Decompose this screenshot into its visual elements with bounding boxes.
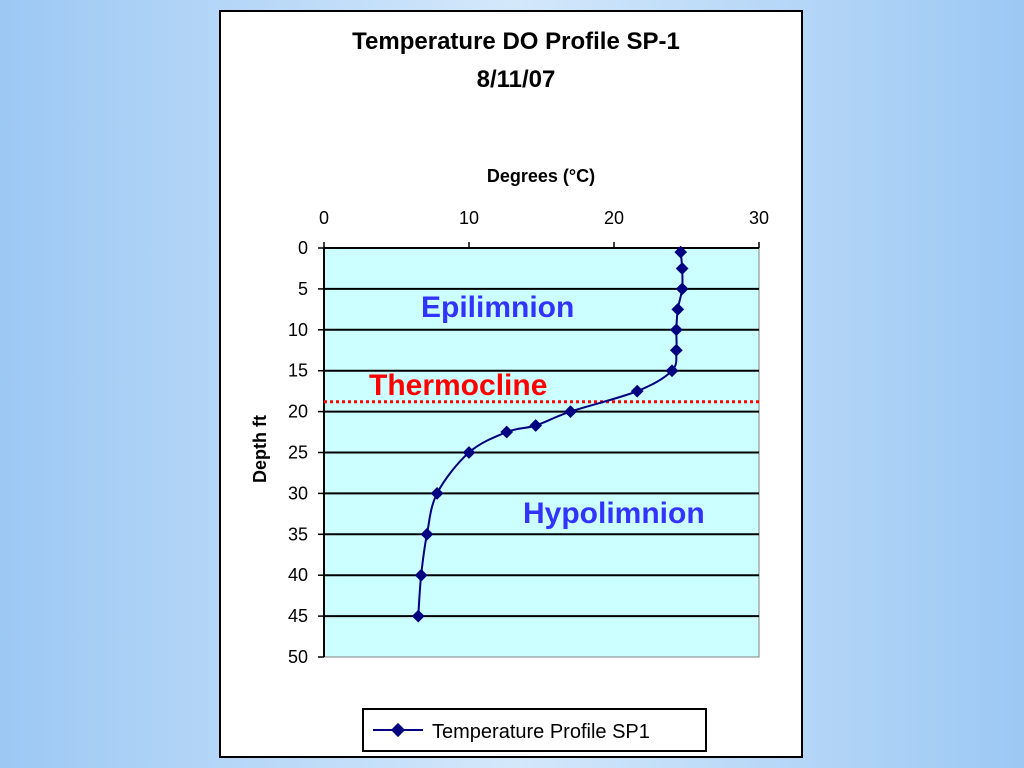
legend: Temperature Profile SP1 [362,708,707,752]
data-point-5 [669,343,683,357]
axes [318,242,760,658]
y-tick-label-20: 20 [288,402,308,422]
legend-label: Temperature Profile SP1 [432,721,650,743]
data-point-12 [430,487,444,500]
x-axis-title: Degrees (°C) [487,166,595,186]
data-point-10 [500,425,514,439]
y-axis-title: Depth ft [250,415,270,483]
x-tick-label-10: 10 [459,208,479,228]
series-line-0 [417,251,684,617]
data-point-2 [675,282,689,296]
y-tick-label-50: 50 [288,647,308,667]
y-tick-label-40: 40 [288,565,308,585]
y-tick-label-10: 10 [288,320,308,340]
x-tick-label-20: 20 [604,208,624,228]
annotation-hypolimnion: Hypolimnion [523,497,705,530]
chart-title: Temperature DO Profile SP-1 [352,28,680,55]
data-point-1 [675,262,689,275]
legend-box [362,708,707,752]
data-point-4 [669,323,683,337]
temperature-profile-chart: Temperature DO Profile SP-1 8/11/07 Degr… [250,28,769,752]
legend-marker [390,722,406,738]
y-tick-label-0: 0 [298,238,308,258]
y-tick-label-5: 5 [298,279,308,299]
annotation-epilimnion: Epilimnion [421,291,574,324]
x-tick-label-30: 30 [749,208,769,228]
y-tick-label-45: 45 [288,606,308,626]
y-tick-label-35: 35 [288,524,308,544]
x-tick-label-0: 0 [319,208,329,228]
y-tick-label-30: 30 [288,483,308,503]
y-tick-label-15: 15 [288,361,308,381]
annotation-thermocline: Thermocline [369,369,547,402]
tick-labels: 0 10 20 30 0 5 10 15 20 25 30 35 40 45 50 [288,208,769,667]
chart-subtitle: 8/11/07 [477,66,556,93]
data-point-11 [462,446,476,459]
chart-frame: Temperature DO Profile SP-1 8/11/07 Degr… [219,10,803,758]
y-tick-label-25: 25 [288,443,308,463]
